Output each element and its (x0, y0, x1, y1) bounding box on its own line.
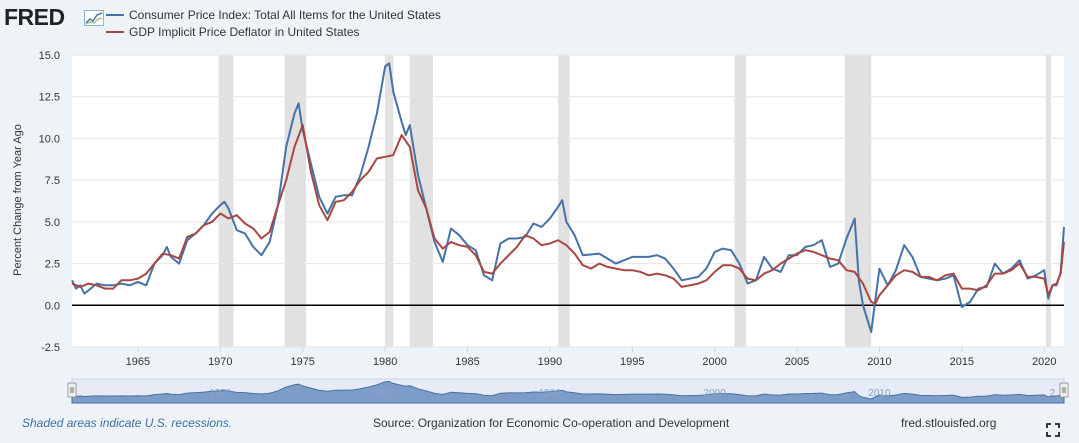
navigator-handle-right[interactable] (1059, 382, 1069, 398)
chart-legend: Consumer Price Index: Total All Items fo… (106, 6, 441, 40)
navigator-label: 2 (1050, 388, 1056, 399)
x-tick-label: 1975 (290, 356, 314, 368)
x-tick-label: 2000 (702, 356, 726, 368)
y-tick-label: 12.5 (39, 92, 60, 104)
x-tick-label: 1965 (126, 356, 150, 368)
navigator-label: 2010 (868, 388, 891, 399)
recession-band (1045, 55, 1051, 347)
legend-label-gdp-deflator: GDP Implicit Price Deflator in United St… (129, 24, 360, 39)
site-link[interactable]: fred.stlouisfed.org (901, 416, 997, 430)
recession-band (734, 55, 746, 347)
y-tick-label: 2.5 (45, 259, 60, 271)
legend-swatch-gdp-deflator (106, 30, 124, 33)
range-navigator[interactable]: 1970 1980 1990 2000 2010 2 (67, 378, 1069, 404)
y-tick-label: 5.0 (45, 217, 60, 229)
navigator-label: 1990 (539, 388, 562, 399)
recession-band (385, 55, 394, 347)
recession-band (284, 55, 306, 347)
x-tick-label: 2015 (950, 356, 974, 368)
x-tick-label: 1995 (620, 356, 644, 368)
x-tick-label: 1980 (373, 356, 397, 368)
legend-item-gdp-deflator[interactable]: GDP Implicit Price Deflator in United St… (106, 23, 441, 40)
series-line-gdp-deflator[interactable] (71, 124, 1065, 305)
navigator-label: 2000 (704, 388, 727, 399)
recession-band (409, 55, 433, 347)
navigator-label: 1970 (209, 388, 232, 399)
y-axis-label: Percent Change from Year Ago (12, 124, 24, 276)
recession-band (218, 55, 234, 347)
y-tick-label: 15.0 (39, 50, 60, 62)
legend-label-cpi: Consumer Price Index: Total All Items fo… (129, 7, 441, 22)
x-tick-label: 1970 (208, 356, 232, 368)
y-tick-label: 10.0 (39, 133, 60, 145)
recession-note: Shaded areas indicate U.S. recessions. (22, 416, 233, 430)
y-tick-label: 0.0 (45, 300, 60, 312)
navigator-handle-left[interactable] (67, 382, 77, 398)
recession-band (558, 55, 570, 347)
legend-swatch-cpi (106, 13, 124, 16)
x-tick-label: 1985 (455, 356, 479, 368)
fred-logo-text: FRED (4, 4, 65, 30)
navigator-label: 1980 (374, 388, 397, 399)
x-tick-label: 2005 (785, 356, 809, 368)
y-tick-label: 7.5 (45, 175, 60, 187)
series-line-cpi[interactable] (71, 62, 1065, 333)
y-tick-label: -2.5 (41, 342, 60, 354)
recession-band (844, 55, 872, 347)
source-text: Source: Organization for Economic Co-ope… (373, 416, 730, 430)
x-tick-label: 2010 (867, 356, 891, 368)
navigator-series (71, 380, 1065, 404)
x-tick-label: 1990 (538, 356, 562, 368)
fred-logo[interactable]: FRED (4, 4, 104, 30)
x-tick-label: 2020 (1032, 356, 1056, 368)
fred-chart-mini-icon (84, 10, 104, 26)
legend-item-cpi[interactable]: Consumer Price Index: Total All Items fo… (106, 6, 441, 23)
fullscreen-icon[interactable] (1046, 423, 1060, 437)
